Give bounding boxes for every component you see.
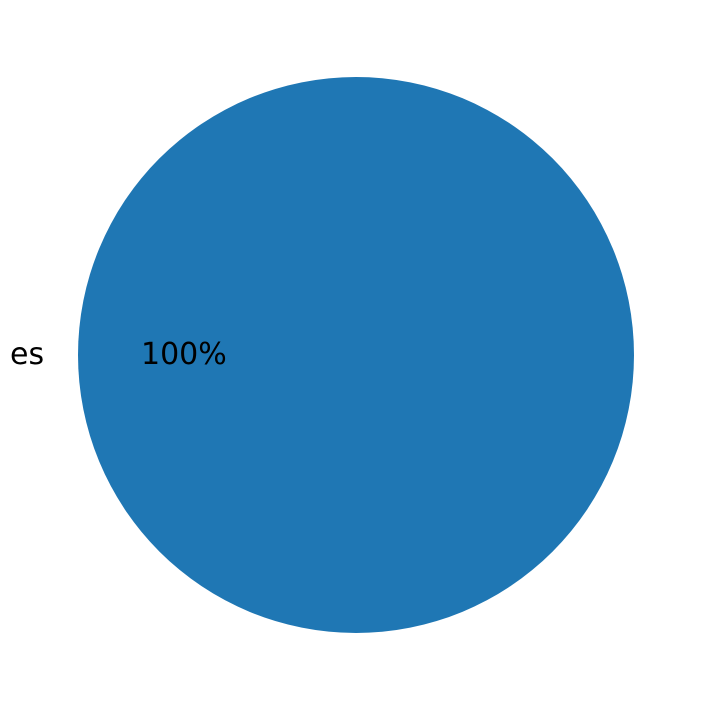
pie-slice-percentage-label: 100% [141,337,227,372]
pie-slice-es[interactable] [78,77,634,633]
pie-slice-label: es [10,337,45,372]
